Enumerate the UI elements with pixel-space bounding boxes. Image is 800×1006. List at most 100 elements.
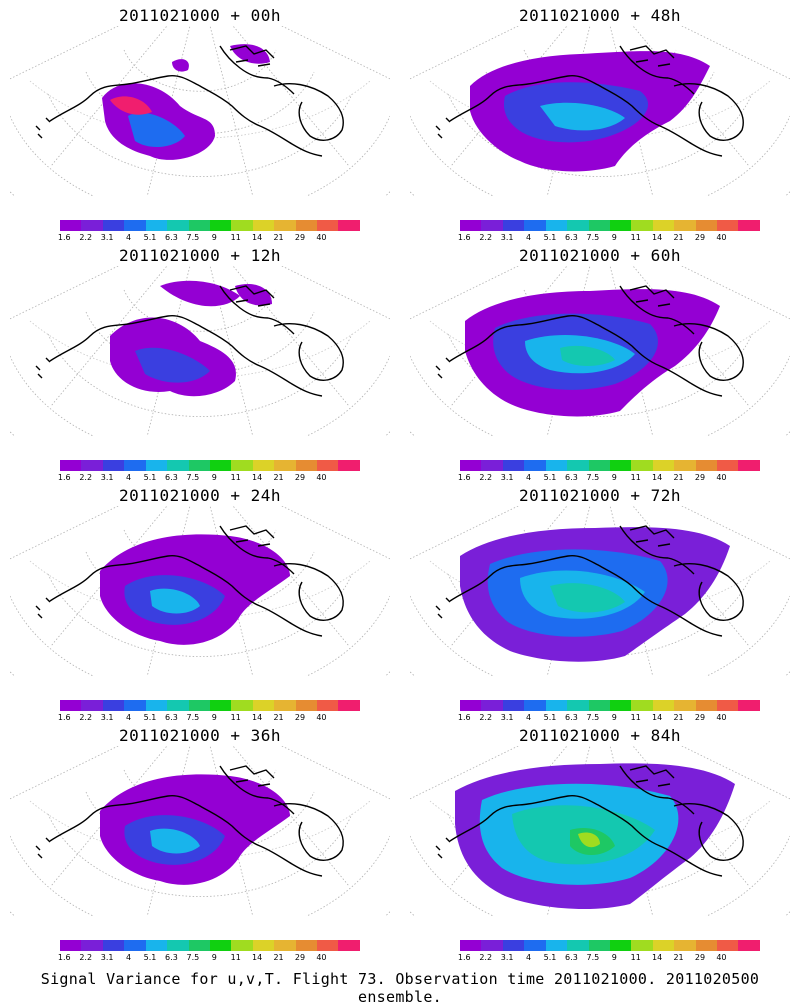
colorbar-tick-label: 4	[526, 233, 532, 242]
colorbar-swatch	[502, 940, 525, 951]
colorbar-swatch	[652, 220, 675, 231]
colorbar-tick-label: 9	[611, 233, 617, 242]
colorbar-swatch	[252, 700, 275, 711]
colorbar-swatch	[695, 700, 718, 711]
colorbar	[60, 940, 360, 951]
colorbar-swatch	[524, 220, 546, 231]
panel-title: 2011021000 + 48h	[518, 6, 682, 25]
map-svg	[10, 506, 390, 676]
colorbar-swatch	[231, 460, 253, 471]
colorbar-tick-label: 29	[294, 233, 306, 242]
colorbar-swatch	[524, 460, 546, 471]
colorbar-tick-label: 2.2	[79, 233, 93, 242]
colorbar-swatch	[317, 460, 339, 471]
colorbar-swatch	[674, 460, 696, 471]
colorbar-tick-label: 29	[294, 473, 306, 482]
colorbar-tick-label: 7.5	[586, 473, 600, 482]
colorbar-tick-label: 3.1	[500, 713, 514, 722]
variance-contour	[160, 280, 240, 307]
colorbar-tick-label: 21	[673, 713, 684, 722]
colorbar-tick-label: 14	[652, 953, 663, 962]
colorbar-tick-label: 4	[526, 473, 532, 482]
variance-contour	[150, 828, 200, 854]
colorbar-tick-label: 6.3	[165, 233, 178, 242]
colorbar-swatch	[545, 940, 568, 951]
polar-map	[410, 266, 790, 436]
colorbar	[460, 460, 760, 471]
map-svg	[410, 506, 790, 676]
colorbar-swatch	[81, 700, 103, 711]
colorbar-swatch	[674, 700, 696, 711]
colorbar-swatch	[295, 940, 318, 951]
colorbar-ticks: 1.6 2.2 3.1 4 5.1 6.3 7.5 9 11 14 21 29 40	[58, 713, 360, 723]
colorbar-tick-label: 21	[673, 473, 684, 482]
colorbar-swatch	[209, 460, 232, 471]
colorbar-tick-label: 29	[694, 233, 706, 242]
colorbar-tick-label: 21	[673, 233, 684, 242]
colorbar-tick-label: 7.5	[186, 953, 200, 962]
colorbar-tick-label: 6.3	[165, 713, 178, 722]
colorbar-swatch	[274, 460, 296, 471]
colorbar-swatch	[631, 940, 653, 951]
variance-contour	[110, 96, 152, 115]
colorbar-swatch	[317, 940, 339, 951]
colorbar-tick-label: 3.1	[500, 953, 514, 962]
colorbar-tick-label: 1.6	[457, 713, 471, 722]
colorbar-tick-label: 5.1	[143, 953, 157, 962]
colorbar-swatch	[295, 460, 318, 471]
colorbar-tick-label: 11	[230, 473, 241, 482]
colorbar-tick-label: 4	[126, 233, 132, 242]
colorbar-tick-label: 3.1	[100, 953, 114, 962]
colorbar-tick-label: 5.1	[543, 233, 557, 242]
colorbar	[60, 220, 360, 231]
colorbar-tick-label: 11	[230, 233, 241, 242]
polar-map	[410, 746, 790, 916]
map-panel: 2011021000 + 36h 1.6 2.2 3.1 4 5.1 6.3 7.5 9 11 14…	[0, 720, 400, 965]
colorbar-swatch	[567, 700, 589, 711]
colorbar-swatch	[567, 940, 589, 951]
colorbar-tick-label: 5.1	[143, 713, 157, 722]
colorbar-swatch	[252, 220, 275, 231]
colorbar-swatch	[252, 940, 275, 951]
colorbar-swatch	[295, 220, 318, 231]
colorbar-swatch	[209, 940, 232, 951]
colorbar-swatch	[460, 220, 482, 231]
colorbar-swatch	[631, 220, 653, 231]
figure-caption: Signal Variance for u,v,T. Flight 73. Ob…	[40, 970, 760, 1006]
colorbar	[460, 940, 760, 951]
colorbar-swatch	[338, 220, 360, 231]
colorbar-tick-label: 9	[211, 473, 217, 482]
colorbar-swatch	[652, 940, 675, 951]
colorbar-tick-label: 14	[252, 713, 263, 722]
colorbar-tick-label: 40	[716, 473, 727, 482]
colorbar-swatch	[102, 700, 125, 711]
polar-map	[10, 266, 390, 436]
colorbar-tick-label: 5.1	[543, 713, 557, 722]
colorbar-swatch	[481, 220, 503, 231]
colorbar-ticks: 1.6 2.2 3.1 4 5.1 6.3 7.5 9 11 14 21 29 40	[58, 233, 360, 243]
colorbar-tick-label: 29	[694, 713, 706, 722]
polar-map	[10, 506, 390, 676]
colorbar-tick-label: 11	[630, 953, 641, 962]
colorbar-swatch	[609, 220, 632, 231]
colorbar-swatch	[481, 700, 503, 711]
colorbar-tick-label: 9	[211, 953, 217, 962]
colorbar-tick-label: 3.1	[100, 713, 114, 722]
polar-map	[10, 26, 390, 196]
colorbar-swatch	[317, 700, 339, 711]
polar-map	[10, 746, 390, 916]
colorbar-swatch	[188, 460, 210, 471]
colorbar-tick-label: 14	[652, 233, 663, 242]
colorbar-tick-label: 4	[126, 473, 132, 482]
colorbar-swatch	[738, 220, 760, 231]
colorbar-swatch	[188, 700, 210, 711]
colorbar-swatch	[124, 220, 146, 231]
colorbar-tick-label: 7.5	[586, 953, 600, 962]
colorbar-swatch	[102, 220, 125, 231]
colorbar-tick-label: 5.1	[143, 233, 157, 242]
colorbar-tick-label: 40	[316, 713, 327, 722]
colorbar-swatch	[60, 460, 82, 471]
colorbar-tick-label: 4	[526, 953, 532, 962]
map-panel: 2011021000 + 12h 1.6 2.2 3.1 4 5.1 6.3 7.5 9 11 14…	[0, 240, 400, 485]
colorbar-tick-label: 6.3	[565, 953, 578, 962]
